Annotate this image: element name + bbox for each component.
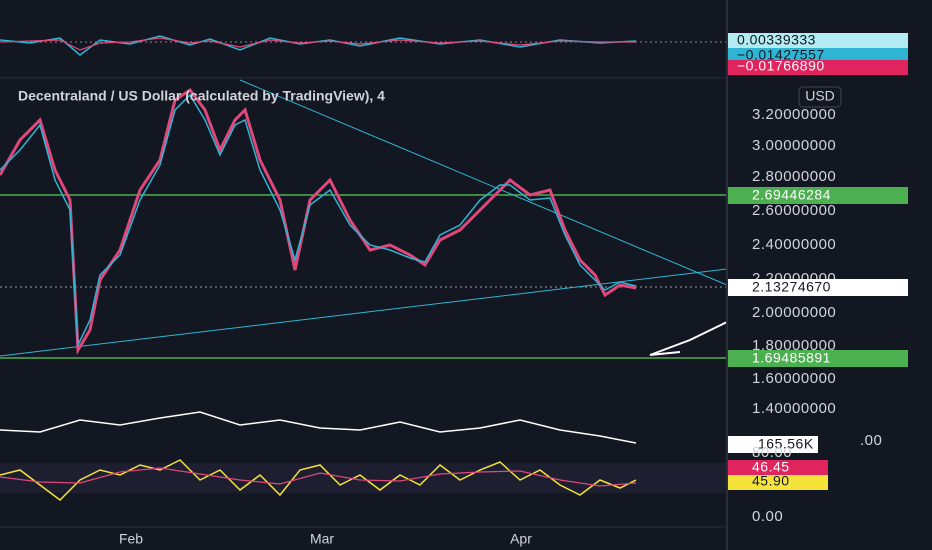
badge [728, 33, 908, 48]
badge [728, 460, 828, 475]
currency-box [798, 86, 842, 108]
rsi-line [0, 459, 637, 501]
badge [728, 350, 908, 367]
price-tick: 3.20000000 [752, 106, 836, 123]
price-tick: 1.60000000 [752, 370, 836, 387]
arrow [649, 321, 728, 356]
price-tick: 2.80000000 [752, 168, 836, 185]
badge [728, 475, 828, 490]
price-candles-up [0, 93, 637, 348]
price-tick: 3.00000000 [752, 137, 836, 154]
osc-value: −0.01427557 [737, 47, 825, 63]
time-label: Apr [510, 531, 532, 547]
price-tick: 1.40000000 [752, 400, 836, 417]
rsi-value: 45.90 [752, 473, 790, 489]
currency: USD [805, 88, 835, 104]
signal-line [0, 37, 636, 51]
badge [728, 60, 908, 75]
volume-ma [0, 411, 637, 444]
rsi-ma [0, 467, 637, 487]
macd-line [0, 35, 637, 56]
last-price: 2.13274670 [752, 279, 831, 295]
level-label: 1.69485891 [752, 350, 831, 366]
rsi-tick: 0.00 [752, 508, 783, 525]
price-tick: 2.40000000 [752, 236, 836, 253]
badge [728, 279, 908, 296]
price-tick: 1.80000000 [752, 337, 836, 354]
badge [728, 436, 818, 453]
chart-title: Decentraland / US Dollar (calculated by … [18, 88, 385, 104]
osc-value: 0.00339333 [737, 32, 816, 48]
level-label: 2.69446284 [752, 187, 831, 203]
time-label: Feb [119, 531, 143, 547]
price-tick: .00 [860, 432, 882, 449]
trendline-up [0, 268, 728, 357]
volume-label: 165.56K [758, 436, 814, 452]
badge [728, 187, 908, 204]
badge [728, 48, 908, 63]
trendline-down [239, 79, 728, 286]
price-tick: 2.60000000 [752, 202, 836, 219]
price-tick: 2.00000000 [752, 304, 836, 321]
rsi-value: 46.45 [752, 459, 790, 475]
time-label: Mar [310, 531, 334, 547]
osc-value: −0.01766890 [737, 58, 825, 74]
rsi-tick: 80.00 [752, 444, 792, 461]
